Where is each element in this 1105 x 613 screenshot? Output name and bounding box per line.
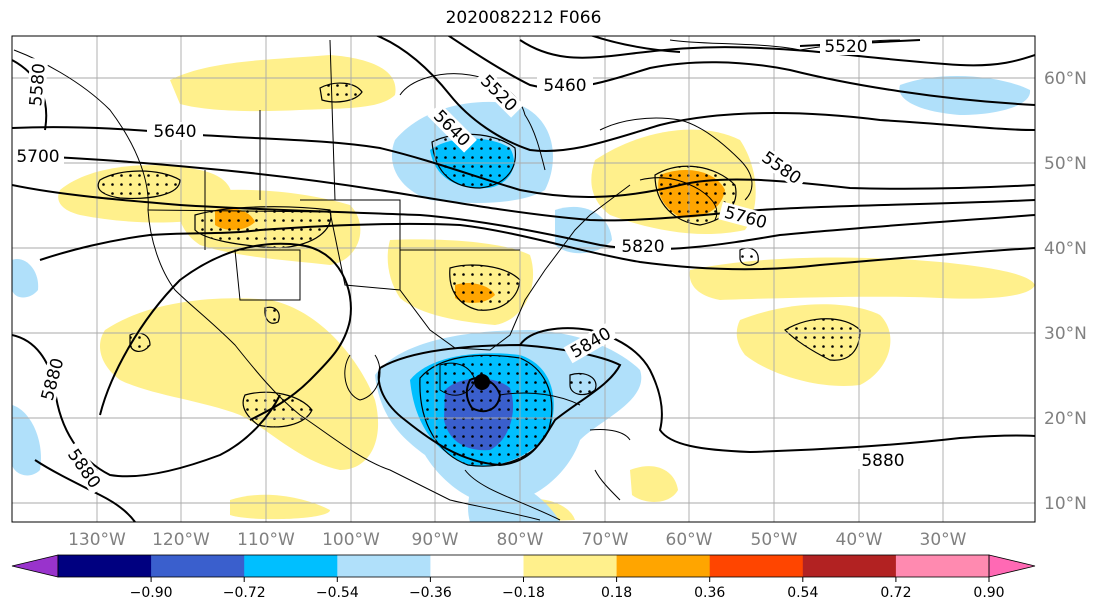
colorbar-tick-label: 0.36 [694,585,725,601]
contour-label: 5700 [16,147,59,167]
colorbar-tick-label: 0.72 [880,585,911,601]
colorbar-cell [151,555,245,577]
colorbar-cells [58,555,990,577]
colorbar-tick-label: −0.72 [223,585,266,601]
contour-label: 5640 [153,122,196,142]
latitude-labels: 60°N 50°N 40°N 30°N 20°N 10°N [1044,69,1087,514]
colorbar-cell [523,555,618,577]
colorbar-cell [430,555,524,577]
graticule [12,36,1035,522]
map-title: 2020082212 F066 [445,8,602,28]
colorbar-extend-left [11,554,59,578]
contour-label: 5580 [26,62,50,107]
lon-label: 50°W [751,530,798,550]
lon-label: 40°W [836,530,883,550]
colorbar-tick-label: −0.18 [502,585,545,601]
colorbar-cell [895,555,990,577]
contour-label: 5520 [824,37,867,57]
lon-label: 130°W [68,530,126,550]
colorbar-cell [244,555,338,577]
colorbar-cell [616,555,711,577]
colorbar-tick-label: −0.90 [130,585,173,601]
lon-label: 70°W [582,530,629,550]
lat-label: 10°N [1044,494,1087,514]
storm-center-marker [474,374,490,390]
contour-label: 5460 [543,76,586,96]
lat-label: 20°N [1044,409,1087,429]
colorbar-tick-label: −0.54 [316,585,359,601]
colorbar-cell [709,555,804,577]
colorbar-extend-right [988,554,1036,578]
colorbar-cell [58,555,152,577]
colorbar: −0.90 −0.72 −0.54 −0.36 −0.18 0.18 0.36 0.54 0.7… [11,554,1036,601]
lon-label: 30°W [920,530,967,550]
contour-label: 5820 [621,237,664,257]
colorbar-tick-label: −0.36 [409,585,452,601]
lat-label: 40°N [1044,239,1087,259]
colorbar-cell [802,555,897,577]
contour-label: 5880 [861,451,904,471]
lat-label: 30°N [1044,324,1087,344]
lat-label: 50°N [1044,154,1087,174]
lon-label: 60°W [666,530,713,550]
colorbar-ticks: −0.90 −0.72 −0.54 −0.36 −0.18 0.18 0.36 0.54 0.7… [130,577,1005,601]
colorbar-tick-label: 0.54 [787,585,818,601]
map-frame [11,35,1036,523]
lon-label: 90°W [412,530,459,550]
lat-label: 60°N [1044,69,1087,89]
longitude-labels: 130°W 120°W 110°W 100°W 90°W 80°W 70°W 6… [68,530,967,550]
lon-label: 120°W [152,530,210,550]
colorbar-tick-label: 0.90 [973,585,1004,601]
colorbar-tick-label: 0.18 [601,585,632,601]
lon-label: 80°W [497,530,544,550]
lon-label: 110°W [237,530,295,550]
lon-label: 100°W [322,530,380,550]
colorbar-cell [337,555,431,577]
